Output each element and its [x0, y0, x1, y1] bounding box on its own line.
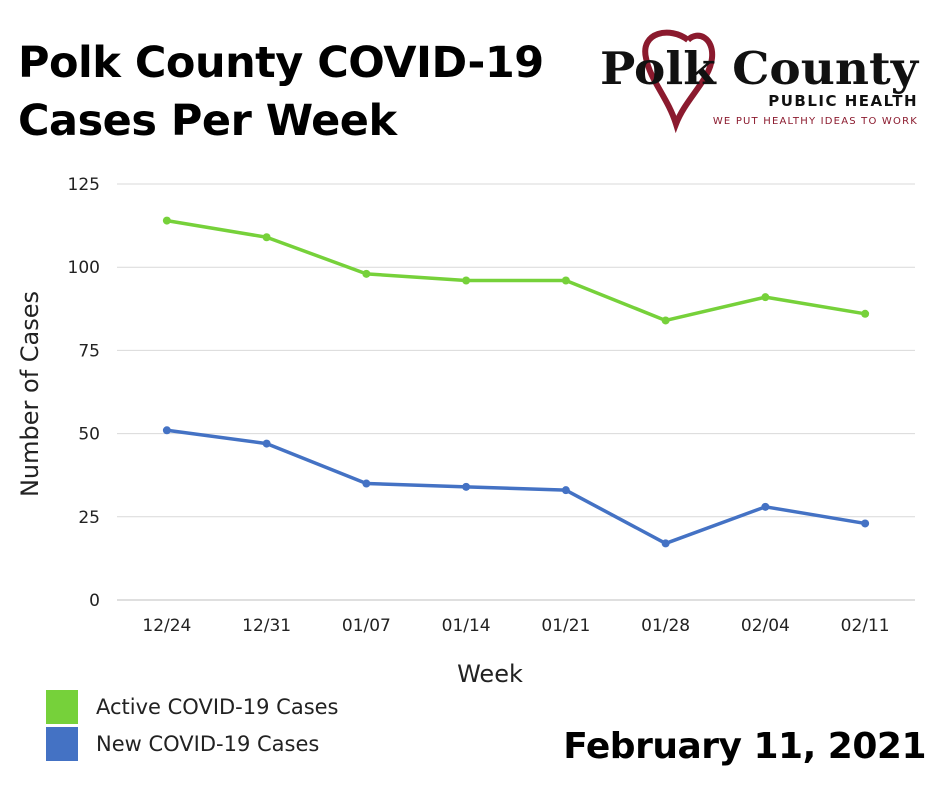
data-point [162, 426, 171, 435]
chart-title: Polk County COVID-19 Cases Per Week [18, 34, 544, 150]
data-point [162, 216, 171, 225]
legend-item-active: Active COVID-19 Cases [46, 688, 339, 725]
logo-tagline: WE PUT HEALTHY IDEAS TO WORK [713, 116, 918, 127]
data-point [561, 276, 570, 285]
series-lines [162, 216, 870, 548]
polk-county-logo: Polk County PUBLIC HEALTH WE PUT HEALTHY… [600, 29, 920, 133]
y-tick-label: 0 [89, 591, 100, 611]
x-tick-labels: 12/24 12/31 01/07 01/14 01/21 01/28 02/04 02/11 [142, 616, 889, 636]
x-tick-label: 01/21 [541, 616, 590, 636]
y-tick-labels: 0 25 50 75 100 125 [68, 175, 100, 611]
y-tick-label: 75 [78, 341, 100, 361]
y-tick-label: 25 [78, 508, 100, 528]
logo-name: Polk County [600, 42, 920, 95]
x-axis-label: Week [457, 660, 523, 688]
line-chart: 0 25 50 75 100 125 12/24 12/31 01/07 01/14 01/21 0… [16, 175, 915, 688]
title-line-1: Polk County COVID-19 [18, 38, 544, 88]
legend-item-new: New COVID-19 Cases [46, 725, 339, 762]
data-point [761, 502, 770, 511]
data-point [661, 316, 670, 325]
legend-label-active: Active COVID-19 Cases [96, 694, 339, 719]
x-tick-label: 12/31 [242, 616, 291, 636]
data-point [462, 482, 471, 491]
legend: Active COVID-19 Cases New COVID-19 Cases [46, 688, 339, 762]
data-point [861, 309, 870, 318]
y-tick-label: 100 [68, 258, 100, 278]
x-tick-label: 01/14 [442, 616, 491, 636]
data-point [861, 519, 870, 528]
report-date: February 11, 2021 [563, 726, 926, 767]
y-tick-label: 125 [68, 175, 100, 195]
legend-swatch-new [46, 726, 78, 761]
data-point [661, 539, 670, 548]
grid-lines [117, 183, 915, 601]
title-line-2: Cases Per Week [18, 96, 397, 146]
x-tick-label: 01/28 [641, 616, 690, 636]
data-point [262, 233, 271, 242]
data-point [362, 479, 371, 488]
data-point [561, 486, 570, 495]
data-point [462, 276, 471, 285]
heart-icon [642, 29, 716, 133]
x-tick-label: 12/24 [142, 616, 191, 636]
x-tick-label: 01/07 [342, 616, 391, 636]
y-tick-label: 50 [78, 425, 100, 445]
legend-swatch-active [46, 689, 78, 724]
series-line-1 [166, 428, 866, 546]
y-axis-label: Number of Cases [16, 291, 44, 497]
series-line-0 [166, 218, 866, 323]
legend-label-new: New COVID-19 Cases [96, 731, 320, 756]
data-point [761, 293, 770, 302]
x-tick-label: 02/11 [841, 616, 890, 636]
data-point [262, 439, 271, 448]
data-point [362, 269, 371, 278]
logo-sub: PUBLIC HEALTH [768, 92, 918, 110]
x-tick-label: 02/04 [741, 616, 790, 636]
